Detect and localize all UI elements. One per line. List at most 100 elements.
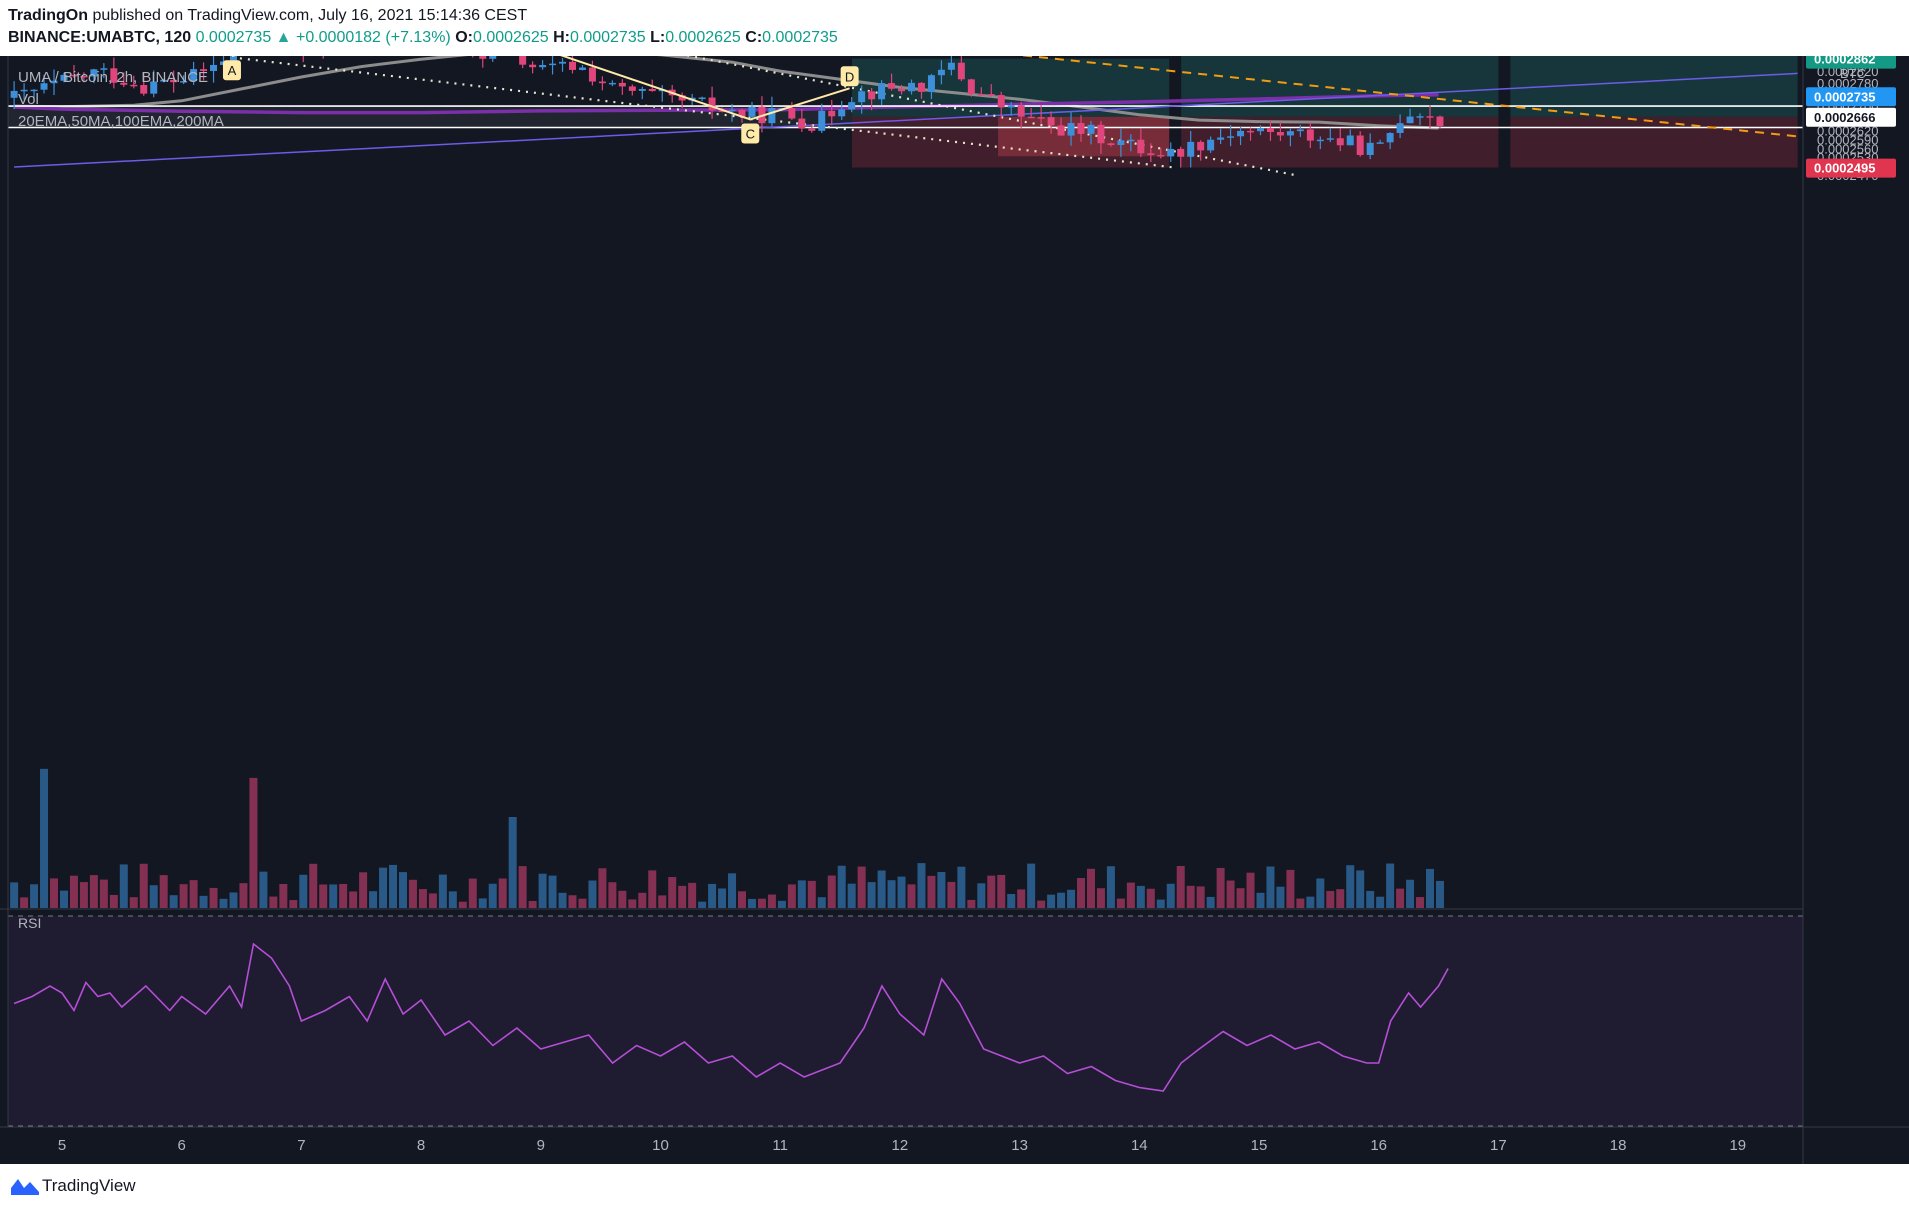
candle-body xyxy=(100,68,108,70)
volume-bar xyxy=(69,875,78,908)
candle-body xyxy=(1127,139,1135,142)
candle-body xyxy=(1346,135,1354,146)
candle-body xyxy=(1147,153,1155,156)
candle-body xyxy=(1217,137,1225,140)
volume-bar xyxy=(658,895,667,908)
volume-bar xyxy=(807,880,816,908)
time-tick-10: 10 xyxy=(652,1137,669,1154)
candle-body xyxy=(1227,136,1235,138)
target-zone-1 xyxy=(1181,56,1499,117)
volume-bar xyxy=(688,882,697,908)
volume-bar xyxy=(618,890,627,908)
candle-body xyxy=(180,81,188,83)
price-tick-8: 0.0002620 xyxy=(1817,123,1878,138)
volume-bar xyxy=(1057,892,1066,908)
time-tick-11: 11 xyxy=(772,1137,788,1154)
candle-body xyxy=(868,91,876,100)
volume-bar xyxy=(498,878,507,908)
publication-header: TradingOn published on TradingView.com, … xyxy=(0,0,1909,56)
chart-area[interactable]: ABCD 80.0060.0040.000.00031500.00031000.… xyxy=(0,0,1909,1164)
candle-body xyxy=(888,83,896,89)
candle-body xyxy=(1266,128,1274,133)
volume-bar xyxy=(139,863,148,908)
volume-bar xyxy=(488,883,497,908)
volume-bar xyxy=(578,898,587,908)
volume-bar xyxy=(1336,889,1345,908)
volume-bar xyxy=(1246,872,1255,908)
pattern-point-badge-D xyxy=(840,66,859,87)
volume-bar xyxy=(1106,866,1115,908)
volume-bar xyxy=(1007,893,1016,908)
volume-bar xyxy=(379,867,388,908)
volume-bar xyxy=(319,884,328,908)
volume-bar xyxy=(1047,894,1056,908)
volume-bar xyxy=(1396,888,1405,908)
volume-bar xyxy=(1196,886,1205,908)
candle-body xyxy=(997,95,1005,108)
candle-body xyxy=(1177,148,1185,157)
volume-bar xyxy=(468,878,477,908)
volume-bar xyxy=(957,866,966,908)
time-tick-7: 7 xyxy=(297,1137,305,1154)
volume-bar xyxy=(438,874,447,908)
volume-bar xyxy=(249,777,258,908)
candle-body xyxy=(1366,142,1374,155)
volume-bar xyxy=(1326,890,1335,908)
volume-bar xyxy=(50,878,59,908)
pattern-point-label-C: C xyxy=(746,126,755,141)
candle-body xyxy=(738,109,746,117)
volume-bar xyxy=(1406,879,1415,908)
low-label: L: xyxy=(650,29,666,46)
volume-bar xyxy=(20,897,29,908)
candle-body xyxy=(838,109,846,117)
candle-body xyxy=(748,106,756,117)
symbol-label[interactable]: BINANCE:UMABTC, 120 xyxy=(8,29,192,46)
time-tick-5: 5 xyxy=(58,1137,66,1154)
candle-body xyxy=(578,67,586,70)
volume-bar xyxy=(1416,897,1425,908)
volume-bar xyxy=(777,900,786,908)
volume-bar xyxy=(1296,898,1305,908)
close-value: 0.0002735 xyxy=(762,29,838,46)
author-name[interactable]: TradingOn xyxy=(8,7,88,24)
candle-body xyxy=(60,74,68,81)
volume-bar xyxy=(967,899,976,908)
candle-body xyxy=(708,97,716,111)
price-badge-2 xyxy=(1806,87,1896,107)
volume-bar xyxy=(917,863,926,908)
volume-bar xyxy=(1037,900,1046,908)
candle-body xyxy=(788,108,796,119)
volume-bar xyxy=(857,866,866,908)
volume-bar xyxy=(518,866,527,908)
candle-body xyxy=(828,110,836,117)
candle-body xyxy=(718,110,726,112)
volume-bar xyxy=(528,901,537,908)
candle-body xyxy=(638,88,646,91)
volume-bar xyxy=(1356,870,1365,908)
volume-bar xyxy=(1376,896,1385,908)
candle-body xyxy=(848,102,856,110)
candle-body xyxy=(1027,116,1035,119)
open-value: 0.0002625 xyxy=(473,29,549,46)
candle-body xyxy=(1316,139,1324,142)
time-tick-16: 16 xyxy=(1370,1137,1387,1154)
candle-body xyxy=(1047,117,1055,126)
candle-body xyxy=(768,108,776,124)
rising-channel-line xyxy=(14,72,1798,168)
volume-bar xyxy=(329,884,338,908)
volume-bar xyxy=(129,897,138,908)
pattern-point-label-D: D xyxy=(845,69,854,84)
volume-bar xyxy=(159,875,168,908)
volume-bar xyxy=(767,894,776,908)
candle-body xyxy=(977,93,985,96)
volume-bar xyxy=(1216,867,1225,908)
volume-bar xyxy=(349,891,358,908)
candle-body xyxy=(878,83,886,100)
footer-brand: TradingView xyxy=(42,1176,136,1195)
candle-body xyxy=(568,61,576,70)
time-tick-19: 19 xyxy=(1729,1137,1746,1154)
price-chart-svg[interactable]: ABCD 80.0060.0040.000.00031500.00031000.… xyxy=(0,0,1909,1164)
volume-bar xyxy=(1276,886,1285,908)
volume-bar xyxy=(369,891,378,908)
candle-body xyxy=(957,62,965,80)
